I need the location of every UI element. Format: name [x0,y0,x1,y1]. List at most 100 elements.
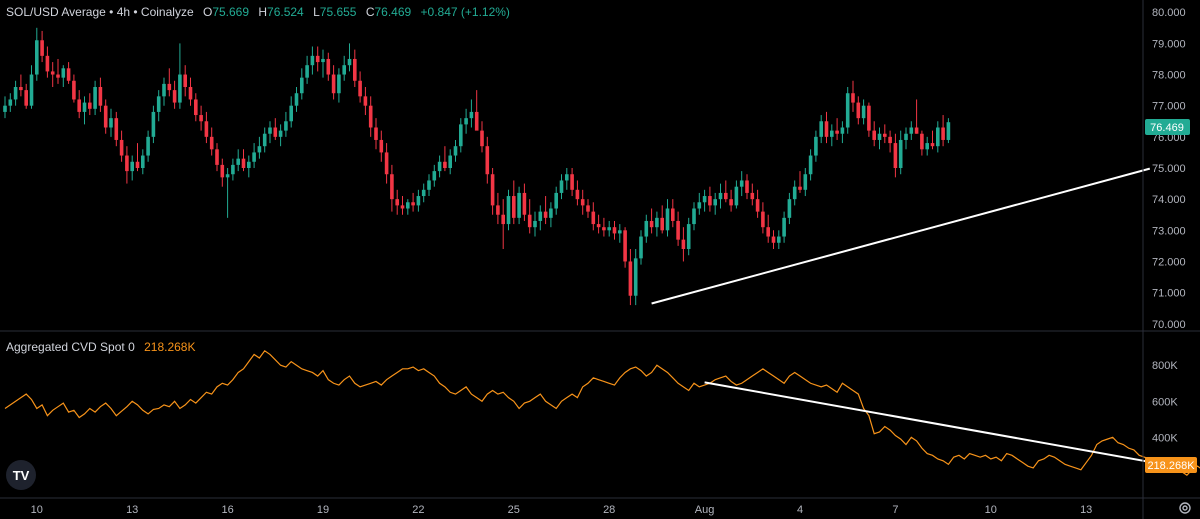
candle-body [872,130,876,140]
candle [628,249,633,306]
candle-body [702,196,707,203]
candle [898,130,903,175]
candle-body [273,127,278,137]
candle-body [93,87,97,109]
candle [88,93,92,116]
candle [194,93,198,122]
candle-body [803,174,808,190]
candle [56,58,60,84]
candle-body [549,208,553,218]
tradingview-logo-icon[interactable]: TV [6,460,36,490]
candle [830,124,834,147]
candle [310,46,315,75]
candle-body [718,192,723,200]
settings-gear-icon[interactable] [1178,501,1192,515]
candle-body [729,199,733,206]
open-label: O [202,5,213,19]
price-tick-label: 77.000 [1152,101,1186,113]
candle [496,192,500,225]
candle-body [665,208,670,231]
candle-body [893,143,898,168]
candle-body [310,55,315,66]
candle-body [639,236,643,259]
symbol-title[interactable]: SOL/USD Average • 4h • Coinalyze [6,5,194,19]
candle-body [300,77,304,94]
price-tick-label: 71.000 [1152,288,1186,300]
candle-body [88,102,92,109]
candle-body [241,158,246,168]
open-value: 75.669 [212,5,250,19]
candle [135,143,140,172]
candle [580,189,585,215]
candle [946,118,951,144]
candle [231,158,235,181]
candle [421,183,426,203]
candle-body [125,155,129,172]
cvd-indicator-title[interactable]: Aggregated CVD Spot 0 [6,340,135,354]
candle-body [580,199,585,206]
candle [803,168,808,197]
candle [671,199,675,228]
candle [512,180,516,225]
candle-body [448,155,452,168]
candle-body [739,180,744,187]
candle-body [268,127,272,134]
candle [782,211,786,243]
candle [867,102,871,137]
candle-body [538,211,543,221]
candle-body [188,87,193,100]
candle [395,189,399,215]
candle-body [618,230,622,234]
candle [178,43,182,109]
candle [739,171,744,197]
time-axis[interactable]: 10 13 16 19 22 25 28 Aug 4 7 10 13 [31,504,1093,516]
candle [872,121,876,147]
candle-body [172,90,177,103]
candle-body [379,139,384,153]
candle [554,186,558,215]
candle-body [72,80,76,100]
candle-body [512,196,516,218]
price-legend[interactable]: SOL/USD Average • 4h • Coinalyze O75.669… [6,5,510,19]
candle [808,149,813,181]
candle [851,80,855,112]
price-axis[interactable]: 80.00079.00078.00077.00076.00075.00074.0… [1152,7,1186,331]
candle-body [432,171,437,181]
candle-body [660,217,664,231]
candle-body [474,111,479,131]
candle-body [835,130,839,134]
candle [114,111,119,147]
candle [893,133,898,178]
candle [188,77,193,106]
candle-body [755,199,760,212]
candle [845,87,850,134]
cvd-axis[interactable]: 800K 600K 400K [1152,360,1178,444]
candle [13,80,18,106]
candle-body [24,90,28,106]
candle-body [570,174,574,190]
time-tick-label: 13 [1080,504,1092,516]
candle [676,211,680,246]
candle [618,224,622,243]
candle-body [602,227,606,231]
candle-body [247,161,251,168]
cvd-trendline[interactable] [704,381,1182,469]
candle-body [353,58,357,81]
candle [363,87,368,116]
candle [262,127,267,153]
cvd-legend[interactable]: Aggregated CVD Spot 0 218.268K [6,340,195,354]
time-tick-label: 10 [985,504,997,516]
candle [506,189,511,231]
candle [61,65,66,87]
candle [474,90,479,131]
candle [268,121,272,144]
candle-body [787,199,792,218]
candle [72,74,76,103]
candle [257,136,262,159]
candle [655,211,659,237]
candle [315,46,320,72]
price-trendline[interactable] [651,167,1151,305]
candle [920,130,924,156]
candle-body [194,99,198,116]
